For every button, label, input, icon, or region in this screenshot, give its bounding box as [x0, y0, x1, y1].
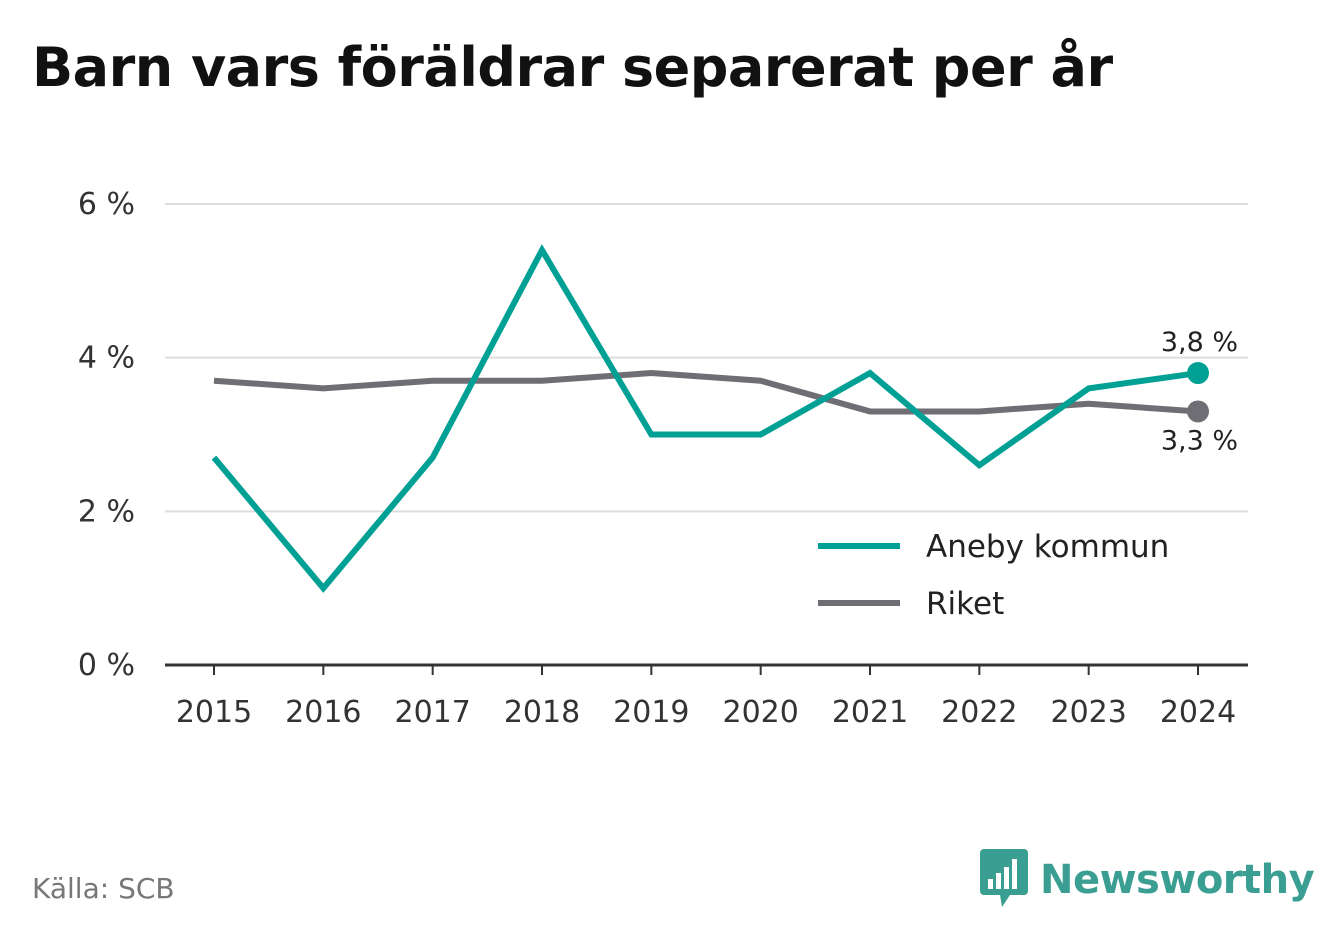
gridlines: [165, 203, 1248, 513]
legend: Aneby kommun Riket: [808, 516, 1238, 641]
end-labels: 3,8 % 3,3 %: [1161, 327, 1238, 456]
y-axis-ticks: 0 % 2 % 4 % 6 %: [78, 187, 135, 683]
x-axis-ticks: 2015 2016 2017 2018 2019 2020 2021 2022 2023 2024: [176, 665, 1236, 730]
end-label: 3,8 %: [1161, 327, 1238, 358]
brand-name: Newsworthy: [1040, 857, 1315, 903]
legend-label: Aneby kommun: [926, 529, 1169, 565]
x-tick-label: 2023: [1050, 695, 1126, 730]
x-tick-label: 2017: [394, 695, 470, 730]
bar-chart-speech-bubble-icon: [980, 849, 1028, 907]
x-tick-label: 2020: [722, 695, 798, 730]
series-line-aneby-kommun: [211, 243, 1199, 593]
chart-title: Barn vars föräldrar separerat per år: [32, 36, 1113, 99]
series-lines: [211, 243, 1209, 593]
end-point-aneby-kommun: [1187, 362, 1209, 385]
x-tick-label: 2021: [832, 695, 908, 730]
x-tick-label: 2019: [613, 695, 689, 730]
x-tick-label: 2018: [504, 695, 580, 730]
y-tick-label: 6 %: [78, 187, 135, 222]
end-label: 3,3 %: [1161, 425, 1238, 456]
legend-label: Riket: [926, 586, 1004, 622]
x-tick-label: 2015: [176, 695, 252, 730]
x-tick-label: 2024: [1160, 695, 1236, 730]
y-tick-label: 2 %: [78, 494, 135, 529]
series-line-riket: [213, 370, 1199, 415]
y-tick-label: 0 %: [78, 648, 135, 683]
brand-logo: Newsworthy: [980, 848, 1315, 912]
y-tick-label: 4 %: [78, 341, 135, 376]
x-tick-label: 2022: [941, 695, 1017, 730]
x-tick-label: 2016: [285, 695, 361, 730]
source-note: Källa: SCB: [32, 872, 175, 905]
legend-background: [808, 516, 1238, 641]
end-point-riket: [1187, 400, 1209, 423]
